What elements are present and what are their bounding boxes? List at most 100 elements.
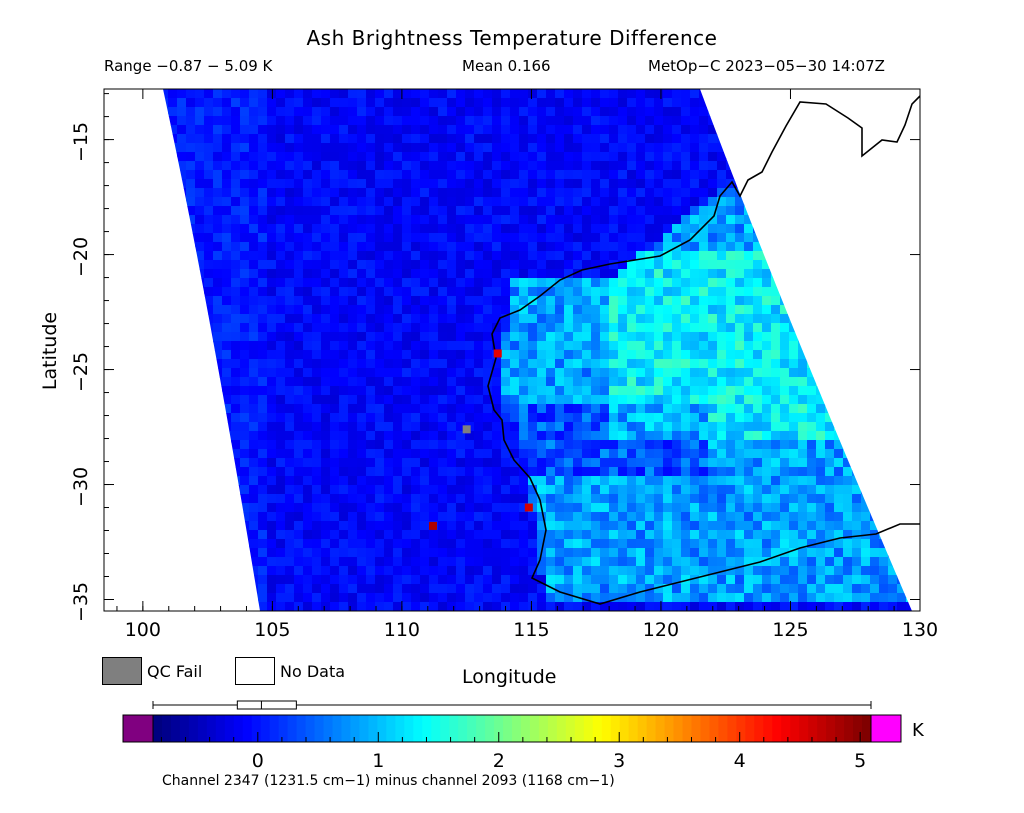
swath-pixel [267,134,277,144]
swath-pixel [780,566,790,576]
swath-pixel [618,341,628,351]
swath-pixel [285,449,295,459]
swath-pixel [573,413,583,423]
swath-pixel [321,224,331,234]
swath-pixel [249,377,259,387]
swath-pixel [807,260,817,270]
swath-pixel [798,512,808,522]
swath-pixel [870,503,880,513]
swath-pixel [438,503,448,513]
swath-pixel [744,413,754,423]
swath-pixel [708,260,718,270]
swath-pixel [303,485,313,495]
swath-pixel [888,206,898,216]
swath-pixel [834,350,844,360]
swath-pixel [852,170,862,180]
swath-pixel [492,161,502,171]
swath-pixel [555,494,565,504]
swath-pixel [870,467,880,477]
swath-pixel [384,179,394,189]
swath-pixel [861,512,871,522]
swath-pixel [186,332,196,342]
swath-pixel [744,107,754,117]
swath-pixel [348,278,358,288]
swath-pixel [852,269,862,279]
swath-pixel [240,602,250,611]
swath-pixel [492,395,502,405]
swath-pixel [663,431,673,441]
swath-pixel [897,188,907,198]
swath-pixel [591,404,601,414]
swath-pixel [474,161,484,171]
swath-pixel [861,224,871,234]
swath-pixel [564,350,574,360]
swath-pixel [465,197,475,207]
swath-pixel [456,404,466,414]
swath-pixel [798,116,808,126]
swath-pixel [222,512,232,522]
swath-pixel [825,125,835,135]
swath-pixel [798,242,808,252]
swath-pixel [348,188,358,198]
swath-pixel [717,476,727,486]
swath-pixel [492,602,502,611]
swath-pixel [717,296,727,306]
swath-pixel [834,422,844,432]
swath-pixel [825,539,835,549]
swath-pixel [816,170,826,180]
swath-pixel [420,179,430,189]
swath-pixel [717,98,727,108]
swath-pixel [384,368,394,378]
swath-pixel [411,170,421,180]
swath-pixel [825,440,835,450]
swath-pixel [276,350,286,360]
swath-pixel [564,89,574,99]
swath-pixel [402,413,412,423]
swath-pixel [798,575,808,585]
swath-pixel [222,575,232,585]
swath-pixel [870,260,880,270]
swath-pixel [645,377,655,387]
swath-pixel [303,296,313,306]
swath-pixel [735,242,745,252]
swath-pixel [618,278,628,288]
swath-pixel [735,386,745,396]
swath-pixel [213,197,223,207]
swath-pixel [294,404,304,414]
swath-pixel [204,314,214,324]
swath-pixel [834,143,844,153]
swath-pixel [222,584,232,594]
swath-pixel [645,521,655,531]
swath-pixel [168,494,178,504]
swath-pixel [465,161,475,171]
swath-pixel [825,566,835,576]
swath-pixel [834,404,844,414]
swath-pixel [645,161,655,171]
swath-pixel [699,197,709,207]
swath-pixel [834,98,844,108]
swath-pixel [393,602,403,611]
swath-pixel [438,539,448,549]
swath-pixel [762,539,772,549]
swath-pixel [663,557,673,567]
swath-pixel [384,143,394,153]
swath-pixel [654,566,664,576]
swath-pixel [744,215,754,225]
swath-pixel [402,170,412,180]
swath-pixel [465,314,475,324]
swath-pixel [222,269,232,279]
swath-pixel [150,278,160,288]
swath-pixel [204,521,214,531]
swath-pixel [528,431,538,441]
swath-pixel [384,224,394,234]
swath-pixel [483,485,493,495]
swath-pixel [708,161,718,171]
swath-pixel [600,386,610,396]
swath-pixel [501,503,511,513]
swath-pixel [555,368,565,378]
swath-pixel [492,530,502,540]
swath-pixel [366,422,376,432]
swath-pixel [744,422,754,432]
swath-pixel [285,197,295,207]
swath-pixel [429,233,439,243]
